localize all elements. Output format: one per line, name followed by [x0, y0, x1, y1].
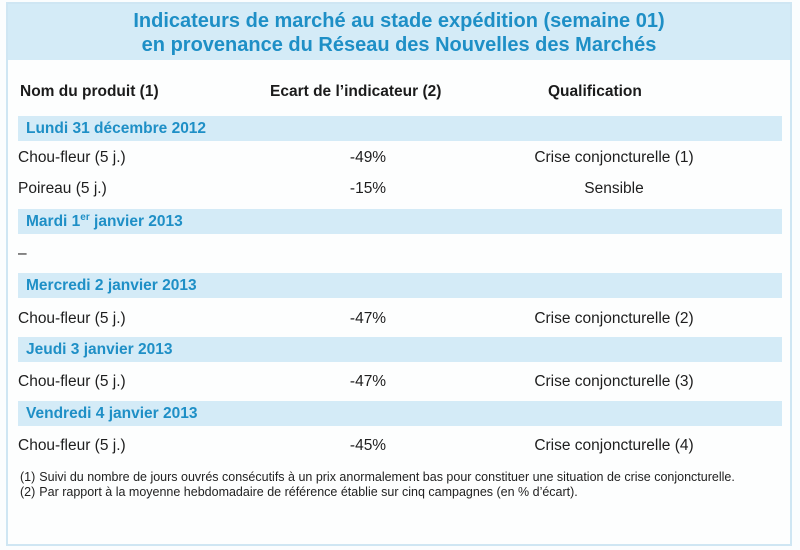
qualification-cell: Sensible [584, 180, 644, 197]
qualification-cell: Crise conjoncturelle (3) [534, 373, 694, 390]
date-band: Jeudi 3 janvier 2013 [18, 337, 782, 362]
footnote-text: Par rapport à la moyenne hebdomadaire de… [39, 485, 578, 499]
column-header-product: Nom du produit (1) [20, 83, 159, 100]
qualification-cell: Crise conjoncturelle (4) [534, 437, 694, 454]
product-cell: Chou-fleur (5 j.) [18, 373, 126, 390]
title-band: Indicateurs de marché au stade expéditio… [8, 4, 790, 60]
table-row: Chou-fleur (5 j.) -47% Crise conjoncture… [8, 368, 790, 396]
footnote: (1) Suivi du nombre de jours ouvrés cons… [20, 470, 778, 485]
table-row: Poireau (5 j.) -15% Sensible [8, 175, 790, 203]
title-line-2: en provenance du Réseau des Nouvelles de… [141, 34, 657, 56]
footnote-number: (2) [20, 485, 36, 499]
date-band: Mercredi 2 janvier 2013 [18, 273, 782, 298]
footnote-text: Suivi du nombre de jours ouvrés consécut… [39, 470, 735, 484]
ecart-cell: -47% [349, 373, 387, 390]
indicator-table-panel: Indicateurs de marché au stade expéditio… [6, 2, 792, 546]
date-prefix: Mardi 1 [26, 213, 81, 230]
qualification-cell: Crise conjoncturelle (2) [534, 310, 694, 327]
footnote: (2) Par rapport à la moyenne hebdomadair… [20, 485, 778, 500]
date-suffix: janvier 2013 [89, 213, 183, 230]
date-band: Vendredi 4 janvier 2013 [18, 401, 782, 426]
ecart-cell: -45% [349, 437, 387, 454]
title-line-1: Indicateurs de marché au stade expéditio… [133, 10, 665, 32]
table-row: – [8, 240, 790, 268]
column-header-ecart: Ecart de l’indicateur (2) [270, 83, 442, 100]
product-cell: Chou-fleur (5 j.) [18, 437, 126, 454]
ecart-cell: -47% [349, 310, 387, 327]
product-cell: – [18, 245, 27, 262]
table-row: Chou-fleur (5 j.) -45% Crise conjoncture… [8, 432, 790, 460]
product-cell: Poireau (5 j.) [18, 180, 107, 197]
ecart-cell: -49% [349, 149, 387, 166]
footnotes: (1) Suivi du nombre de jours ouvrés cons… [20, 470, 778, 500]
date-superscript: er [80, 211, 90, 223]
table-row: Chou-fleur (5 j.) -49% Crise conjoncture… [8, 144, 790, 172]
qualification-cell: Crise conjoncturelle (1) [534, 149, 694, 166]
footnote-number: (1) [20, 470, 36, 484]
ecart-cell: -15% [349, 180, 387, 197]
table-row: Chou-fleur (5 j.) -47% Crise conjoncture… [8, 305, 790, 333]
product-cell: Chou-fleur (5 j.) [18, 310, 126, 327]
date-band: Lundi 31 décembre 2012 [18, 116, 782, 141]
date-band: Mardi 1er janvier 2013 [18, 209, 782, 234]
product-cell: Chou-fleur (5 j.) [18, 149, 126, 166]
column-header-qualification: Qualification [548, 83, 642, 100]
